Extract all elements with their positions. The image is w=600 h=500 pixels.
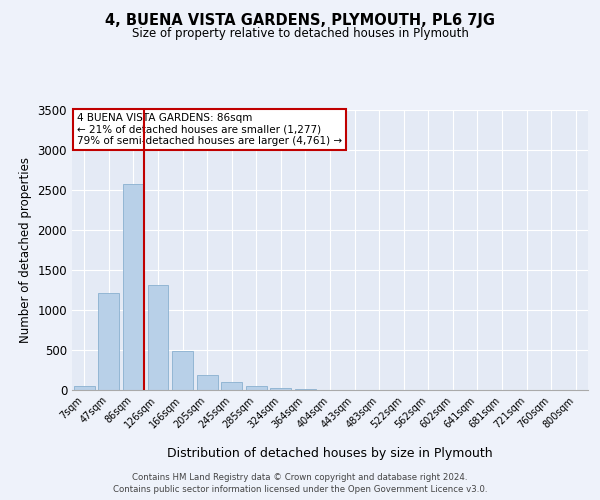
Bar <box>74 386 95 390</box>
Bar <box>271 388 292 390</box>
Bar <box>123 184 144 390</box>
Text: Contains HM Land Registry data © Crown copyright and database right 2024.: Contains HM Land Registry data © Crown c… <box>132 472 468 482</box>
Bar <box>172 351 193 390</box>
Y-axis label: Number of detached properties: Number of detached properties <box>19 157 32 343</box>
Text: 4 BUENA VISTA GARDENS: 86sqm
← 21% of detached houses are smaller (1,277)
79% of: 4 BUENA VISTA GARDENS: 86sqm ← 21% of de… <box>77 113 342 146</box>
Bar <box>221 382 242 390</box>
Text: Distribution of detached houses by size in Plymouth: Distribution of detached houses by size … <box>167 448 493 460</box>
Bar <box>246 386 267 390</box>
Bar <box>295 389 316 390</box>
Bar <box>197 375 218 390</box>
Text: 4, BUENA VISTA GARDENS, PLYMOUTH, PL6 7JG: 4, BUENA VISTA GARDENS, PLYMOUTH, PL6 7J… <box>105 12 495 28</box>
Bar <box>98 293 119 390</box>
Text: Contains public sector information licensed under the Open Government Licence v3: Contains public sector information licen… <box>113 485 487 494</box>
Bar <box>148 285 169 390</box>
Text: Size of property relative to detached houses in Plymouth: Size of property relative to detached ho… <box>131 28 469 40</box>
